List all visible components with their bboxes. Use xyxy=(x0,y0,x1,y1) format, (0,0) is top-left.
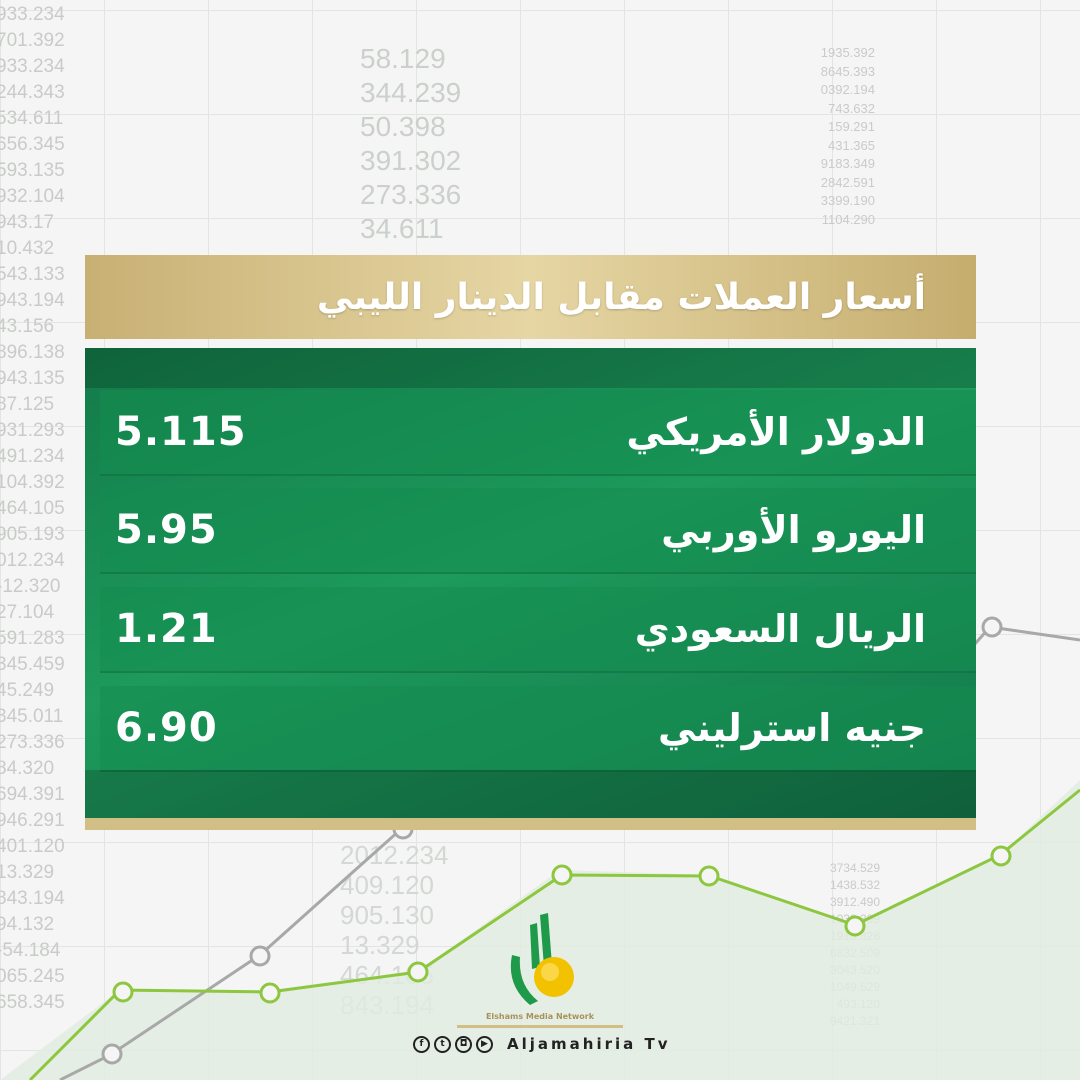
bg-number: 065.245 xyxy=(0,966,65,987)
bg-number: 943.135 xyxy=(0,368,65,389)
bg-number: 543.133 xyxy=(0,264,65,285)
bg-number: 3399.190 xyxy=(820,193,875,208)
bg-number: 50.398 xyxy=(360,111,446,142)
bg-numbers-left: 933.234 701.392 933.234 244.343 534.611 656.3… xyxy=(0,2,65,1016)
bg-number: 3912.490 xyxy=(829,895,880,909)
bg-number: 593.135 xyxy=(0,160,65,181)
currency-rate: 1.21 xyxy=(115,606,218,652)
rate-row-gbp: جنيه استرليني 6.90 xyxy=(100,686,976,772)
bg-number: 104.392 xyxy=(0,472,65,493)
bg-number: 946.291 xyxy=(0,810,65,831)
bg-number: 1935.392 xyxy=(820,45,875,60)
rate-row-eur: اليورو الأوربي 5.95 xyxy=(100,488,976,574)
panel-top-strip xyxy=(85,348,976,388)
bg-number: 591.283 xyxy=(0,628,65,649)
bg-number: 905.193 xyxy=(0,524,65,545)
bg-number: 694.391 xyxy=(0,784,65,805)
brand-divider xyxy=(457,1025,623,1028)
facebook-icon[interactable]: f xyxy=(413,1035,430,1053)
bg-number: 932.104 xyxy=(0,186,65,207)
bg-number: 10.432 xyxy=(0,238,55,259)
bg-number: 431.365 xyxy=(828,137,875,153)
bg-number: 0392.194 xyxy=(820,82,875,97)
bg-number: 656.345 xyxy=(0,134,65,155)
bg-number: 943.17 xyxy=(0,212,55,233)
bg-number: 27.104 xyxy=(0,602,55,623)
bg-number: 843.194 xyxy=(0,888,65,909)
page-title: أسعار العملات مقابل الدينار الليبي xyxy=(316,276,926,318)
bg-number: 45.249 xyxy=(0,680,55,701)
bg-numbers-right: 1935.392 8645.393 0392.194 743.632 159.291 43… xyxy=(785,44,875,229)
bg-number: 012.234 xyxy=(0,550,65,571)
bg-number: 1438.532 xyxy=(829,878,880,892)
twitter-icon[interactable]: t xyxy=(434,1035,451,1053)
currency-rate: 5.115 xyxy=(115,409,247,455)
bg-number: 943.194 xyxy=(0,290,65,311)
bg-number: 344.239 xyxy=(360,77,462,108)
bg-number: 13.329 xyxy=(0,862,55,883)
network-name: Elshams Media Network xyxy=(485,1012,595,1021)
currency-name: الدولار الأمريكي xyxy=(626,410,926,454)
bg-number: 273.336 xyxy=(360,179,462,210)
bg-number: 896.138 xyxy=(0,342,65,363)
bg-number: -12.320 xyxy=(0,576,61,597)
bg-number: 13.329 xyxy=(340,930,420,960)
bg-number: 43.156 xyxy=(0,316,55,337)
bg-number: 491.234 xyxy=(0,446,65,467)
bg-number: 931.293 xyxy=(0,420,65,441)
bg-number: 2842.591 xyxy=(820,174,875,190)
currency-name: اليورو الأوربي xyxy=(661,508,926,552)
bg-number: 933.234 xyxy=(0,4,65,25)
rate-row-usd: الدولار الأمريكي 5.115 xyxy=(100,390,976,476)
bg-number: 273.336 xyxy=(0,732,65,753)
panel-bottom-strip xyxy=(85,770,976,818)
bg-number: 84.320 xyxy=(0,758,55,779)
instagram-icon[interactable]: ◘ xyxy=(455,1035,472,1053)
bg-number: 34.611 xyxy=(360,213,444,244)
youtube-icon[interactable]: ▶ xyxy=(476,1035,493,1053)
bg-number: 8645.393 xyxy=(820,63,875,79)
bg-number: 2012.234 xyxy=(340,840,449,870)
rate-row-sar: الريال السعودي 1.21 xyxy=(100,587,976,673)
bg-number: 345.011 xyxy=(0,706,64,727)
footer: f t ◘ ▶ Aljamahiria Tv xyxy=(413,1035,670,1053)
currency-rate: 6.90 xyxy=(115,705,218,751)
title-banner: أسعار العملات مقابل الدينار الليبي xyxy=(85,255,976,339)
bg-number: 905.130 xyxy=(340,900,434,930)
bg-number: 701.392 xyxy=(0,30,65,51)
bg-number: 391.302 xyxy=(360,145,462,176)
bg-number: 3734.529 xyxy=(829,861,880,875)
currency-rate: 5.95 xyxy=(115,507,218,553)
bg-number: 743.632 xyxy=(828,100,875,116)
bg-number: 534.611 xyxy=(0,108,64,129)
bg-number: 94.132 xyxy=(0,914,55,935)
bg-number: 244.343 xyxy=(0,82,65,103)
bg-number: 933.234 xyxy=(0,56,65,77)
rates-panel: الدولار الأمريكي 5.115 اليورو الأوربي 5.… xyxy=(85,348,976,830)
bg-number: 658.345 xyxy=(0,992,65,1013)
bg-number: -54.184 xyxy=(0,940,61,961)
bg-number: 464.105 xyxy=(0,498,65,519)
bg-number: 87.125 xyxy=(0,394,55,415)
bg-number: 401.120 xyxy=(0,836,65,857)
channel-name: Aljamahiria Tv xyxy=(507,1035,671,1053)
bg-number: 1104.290 xyxy=(821,211,875,227)
bg-number: 159.291 xyxy=(828,119,875,134)
currency-name: الريال السعودي xyxy=(634,607,926,651)
currency-name: جنيه استرليني xyxy=(658,706,926,750)
bg-number: 9183.349 xyxy=(820,156,875,171)
bg-number: 409.120 xyxy=(340,870,434,900)
bg-number: 345.459 xyxy=(0,654,65,675)
elshams-logo xyxy=(490,905,610,1025)
bg-numbers-middle: 58.129 344.239 50.398 391.302 273.336 34.611 xyxy=(360,42,461,246)
bg-number: 58.129 xyxy=(360,43,446,74)
